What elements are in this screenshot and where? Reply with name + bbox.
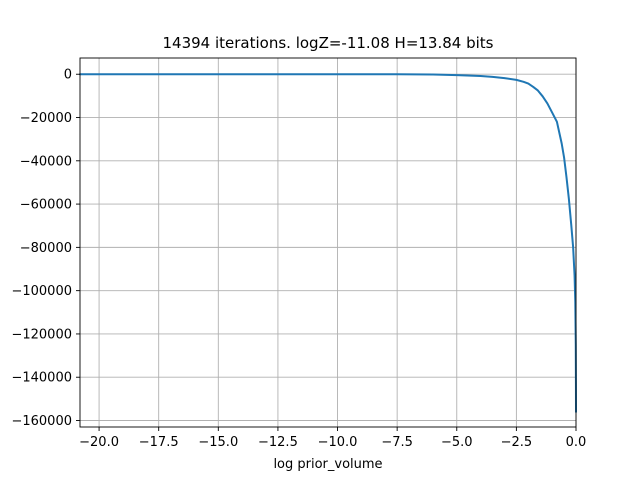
x-tick-label: −7.5 [381,435,413,450]
y-tick-label: 0 [64,68,72,83]
x-tick-label: −12.5 [258,435,298,450]
y-tick-label: −100000 [11,284,72,299]
y-tick-label: −60000 [20,198,72,213]
x-tick-label: −10.0 [318,435,358,450]
y-tick-label: −20000 [20,111,72,126]
y-tick-label: −80000 [20,241,72,256]
chart-title: 14394 iterations. logZ=-11.08 H=13.84 bi… [163,34,494,52]
y-axis: 0 −20000 −40000 −60000 −80000 −100000 −120000 −… [11,68,80,429]
x-axis-label: log prior_volume [273,457,382,472]
series-layer [79,73,577,413]
grid [80,58,577,427]
x-tick-label: −15.0 [198,435,238,450]
y-tick-label: −140000 [11,371,72,386]
y-tick-label: −160000 [11,414,72,429]
x-tick-label: 0.0 [566,435,587,450]
x-axis: −20.0 −17.5 −15.0 −12.5 −10.0 −7.5 −5.0 −2.5 0.0 [79,427,586,450]
x-tick-label: −17.5 [139,435,179,450]
plot-frame [79,57,577,428]
x-tick-label: −20.0 [79,435,119,450]
x-tick-label: −2.5 [501,435,533,450]
y-tick-label: −120000 [11,327,72,342]
series-line-0 [79,73,577,413]
y-tick-label: −40000 [20,154,72,169]
x-tick-label: −5.0 [441,435,473,450]
